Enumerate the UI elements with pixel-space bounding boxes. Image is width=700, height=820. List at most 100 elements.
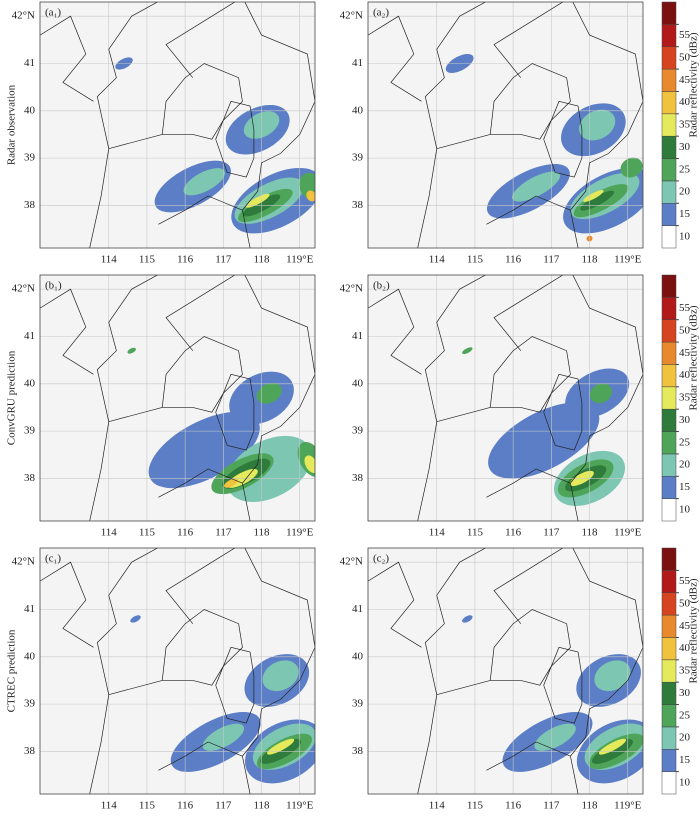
x-tick-label: 114 (101, 527, 118, 539)
y-tick-label: 39 (352, 152, 364, 164)
boundary (215, 100, 255, 178)
map-panel: (c₁) 114 115 116 117 118 119°E 38 39 40 41 42°N (12, 547, 316, 812)
boundary (489, 336, 571, 413)
y-tick-label: 39 (352, 425, 364, 437)
echo-cell (304, 455, 315, 474)
map-panel: (c₂) 114 115 116 117 118 119°E 38 39 40 41 42°N (340, 547, 644, 812)
x-tick-label: 117 (543, 800, 560, 812)
boundary (368, 15, 422, 102)
x-tick-label: 115 (139, 800, 156, 812)
colorbar-bin (661, 592, 677, 616)
colorbar-tick-label: 10 (679, 776, 691, 788)
boundary (242, 275, 315, 521)
boundary (215, 646, 255, 724)
boundary (543, 373, 583, 451)
colorbar-bin (661, 570, 677, 593)
colorbar-tick-label: 15 (679, 208, 691, 220)
boundary (417, 548, 487, 794)
map-frame (39, 547, 316, 795)
boundary (493, 275, 564, 351)
x-tick-label: 114 (101, 800, 118, 812)
boundary (40, 561, 94, 648)
y-tick-label: 39 (24, 425, 36, 437)
y-tick-label: 40 (352, 377, 364, 389)
colorbar-bin (661, 341, 677, 365)
y-tick-label: 41 (24, 330, 35, 342)
map-frame (367, 1, 644, 249)
colorbar-tick-label: 10 (679, 503, 691, 515)
x-tick-label: 115 (467, 527, 484, 539)
boundary (40, 288, 94, 375)
boundary (165, 2, 236, 78)
colorbar-tick-label: 20 (679, 732, 691, 744)
y-tick-label: 41 (352, 330, 363, 342)
colorbar-tick-label: 25 (679, 709, 691, 721)
colorbar-bin (661, 68, 677, 92)
y-tick-label: 41 (24, 603, 35, 615)
colorbar-tick-label: 30 (679, 141, 691, 153)
colorbar-bin (661, 91, 677, 115)
echo-cell (299, 172, 315, 201)
x-tick-label: 119°E (286, 527, 313, 539)
boundary (161, 63, 243, 140)
y-tick-label: 42°N (12, 283, 35, 295)
panel-label: (a₂) (373, 7, 389, 19)
y-tick-label: 42°N (340, 283, 363, 295)
panel-label: (a₁) (45, 7, 61, 19)
map-content (368, 275, 643, 521)
colorbar-tick-label: 30 (679, 414, 691, 426)
boundary (489, 609, 571, 686)
colorbar-tick-label: 15 (679, 754, 691, 766)
colorbar-bin (661, 408, 677, 432)
boundary (570, 548, 643, 794)
boundary (89, 548, 159, 794)
echo-cell (224, 478, 238, 488)
y-tick-label: 41 (352, 603, 363, 615)
colorbar-tick-label: 20 (679, 186, 691, 198)
boundary (489, 63, 571, 140)
colorbar-bin (661, 637, 677, 661)
x-tick-label: 114 (429, 254, 446, 266)
colorbar-tick-label: 40 (679, 96, 691, 108)
echo-cell (245, 193, 270, 208)
y-tick-label: 42°N (340, 10, 363, 22)
colorbar-bin (661, 681, 677, 705)
echo-cell (306, 190, 315, 202)
colorbar-bin (661, 453, 677, 477)
echo-cell (589, 383, 613, 404)
echo-cell (598, 738, 627, 755)
y-tick-label: 40 (24, 104, 36, 116)
colorbar-label: Radar reflectivity (dBz) (688, 32, 700, 137)
x-tick-label: 118 (581, 254, 598, 266)
colorbar-label: Radar reflectivity (dBz) (688, 578, 700, 683)
echo-cell (583, 190, 604, 202)
colorbar-bin (661, 46, 677, 70)
y-tick-label: 39 (24, 698, 36, 710)
x-tick-label: 118 (253, 254, 270, 266)
colorbar-bin (661, 476, 677, 499)
y-tick-label: 42°N (12, 556, 35, 568)
boundary (108, 134, 163, 149)
map-panel: (b₁) 114 115 116 117 118 119°E 38 39 40 41 42°N (12, 274, 316, 539)
colorbar-bin (661, 547, 677, 571)
x-tick-label: 118 (253, 800, 270, 812)
x-tick-label: 118 (253, 527, 270, 539)
colorbar-bin (661, 749, 677, 772)
x-tick-label: 119°E (286, 254, 313, 266)
colorbar-tick-label: 45 (679, 347, 691, 359)
boundary (158, 741, 243, 771)
x-tick-label: 114 (101, 254, 118, 266)
boundary (108, 407, 163, 422)
boundary (89, 275, 159, 521)
echo-cell (462, 347, 473, 355)
echo-cell (534, 723, 576, 751)
y-tick-label: 42°N (340, 556, 363, 568)
x-tick-label: 117 (215, 527, 232, 539)
row-label: CTREC prediction (6, 629, 18, 712)
colorbar-bin (661, 135, 677, 159)
colorbar-tick-label: 45 (679, 74, 691, 86)
map-panel: (b₂) 114 115 116 117 118 119°E 38 39 40 41 42°N (340, 274, 644, 539)
colorbar-tick-label: 45 (679, 620, 691, 632)
y-tick-label: 41 (24, 57, 35, 69)
colorbar-bin (661, 158, 677, 182)
